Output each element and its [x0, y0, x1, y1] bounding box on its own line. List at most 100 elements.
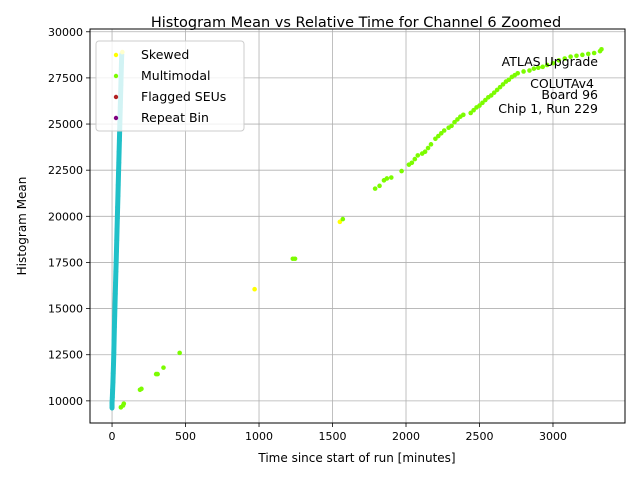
point-multimodal — [468, 110, 473, 116]
point-multimodal — [441, 128, 447, 133]
point-multimodal — [544, 62, 550, 68]
dense-run-point — [116, 171, 121, 177]
point-multimodal — [409, 160, 415, 166]
dense-run-point — [114, 237, 120, 243]
point-multimodal — [562, 56, 568, 61]
dense-run-point — [111, 324, 117, 330]
x-tick-label: 2000 — [392, 430, 420, 443]
scatter-points — [118, 46, 604, 410]
dense-run-point — [112, 291, 118, 297]
point-multimodal — [497, 84, 503, 90]
annotation-line-3: Board 96 — [541, 87, 598, 102]
point-multimodal — [412, 156, 418, 162]
chart-title: Histogram Mean vs Relative Time for Chan… — [151, 15, 561, 31]
dense-run-point — [115, 204, 121, 210]
dense-run-point — [111, 350, 117, 356]
y-axis-label: Histogram Mean — [15, 177, 29, 276]
y-tick-label: 30000 — [48, 26, 83, 39]
dense-run-point — [109, 400, 115, 406]
dense-run-point — [111, 361, 116, 367]
annotation-block: ATLAS Upgrade COLUTAv4 Board 96 Chip 1, … — [498, 54, 598, 116]
dense-run-point — [109, 405, 115, 411]
legend-marker-repeat-bin — [113, 115, 119, 121]
point-multimodal — [488, 93, 494, 98]
point-multimodal — [483, 97, 488, 103]
point-multimodal — [121, 401, 127, 406]
y-tick-label: 25000 — [48, 118, 83, 131]
x-tick-label: 500 — [175, 430, 196, 443]
y-tick-label: 15000 — [48, 303, 83, 316]
point-multimodal — [491, 90, 497, 95]
point-multimodal — [372, 186, 378, 191]
point-multimodal — [591, 50, 597, 56]
y-tick-label: 27500 — [48, 72, 83, 85]
dense-run-point — [112, 313, 118, 319]
dense-run-point — [112, 302, 118, 308]
legend-marker-skewed — [113, 52, 119, 58]
point-multimodal — [433, 136, 438, 142]
point-multimodal — [292, 256, 298, 262]
dense-run-point — [110, 387, 116, 393]
annotation-line-1: ATLAS Upgrade — [502, 54, 599, 69]
y-tick-label: 17500 — [48, 256, 83, 269]
point-multimodal — [477, 103, 482, 108]
dense-run-point — [114, 226, 120, 232]
dense-run-point — [113, 269, 119, 275]
point-multimodal — [540, 64, 545, 70]
dense-run-point — [113, 280, 118, 286]
dense-run-point — [114, 248, 119, 254]
point-multimodal — [480, 100, 485, 106]
point-multimodal — [449, 123, 454, 129]
point-multimodal — [494, 87, 500, 93]
point-skewed — [337, 219, 343, 225]
point-multimodal — [471, 107, 476, 113]
y-tick-label: 12500 — [48, 349, 83, 362]
plot-area-frame — [89, 28, 626, 424]
point-multimodal — [556, 58, 562, 63]
legend-marker-multimodal — [113, 73, 119, 79]
point-multimodal — [515, 70, 521, 76]
point-multimodal — [340, 216, 346, 222]
point-multimodal — [452, 119, 457, 125]
point-multimodal — [506, 77, 512, 83]
legend-label-repeat-bin: Repeat Bin — [141, 110, 209, 125]
grid-lines — [90, 29, 625, 423]
dense-run-point — [115, 182, 121, 188]
point-multimodal — [415, 153, 421, 158]
dense-run-point — [114, 215, 120, 221]
y-axis-ticks: 10000 12500 15000 17500 20000 22500 25000 27500… — [48, 26, 90, 408]
point-multimodal — [384, 176, 390, 181]
point-multimodal — [177, 350, 182, 356]
point-multimodal — [422, 149, 428, 155]
point-multimodal — [535, 65, 541, 71]
point-multimodal — [377, 183, 382, 189]
legend: Skewed Multimodal Flagged SEUs Repeat Bi… — [95, 40, 245, 132]
dense-run-point — [111, 337, 117, 343]
point-multimodal — [428, 142, 434, 147]
point-multimodal — [521, 69, 526, 74]
point-multimodal — [550, 60, 556, 66]
legend-box — [95, 40, 245, 132]
point-multimodal — [531, 66, 537, 71]
annotation-line-2: COLUTAv4 — [530, 76, 594, 91]
point-multimodal — [568, 54, 573, 59]
x-tick-label: 0 — [109, 430, 116, 443]
point-multimodal — [389, 175, 394, 180]
x-tick-label: 3000 — [539, 430, 567, 443]
legend-label-flagged-seus: Flagged SEUs — [141, 89, 226, 104]
point-multimodal — [500, 82, 506, 87]
point-multimodal — [438, 130, 444, 136]
point-skewed — [252, 286, 257, 292]
y-tick-label: 20000 — [48, 210, 83, 223]
point-multimodal — [461, 112, 466, 118]
x-tick-label: 1000 — [245, 430, 273, 443]
point-multimodal — [599, 46, 604, 52]
point-multimodal — [399, 168, 404, 174]
dense-run-point — [110, 370, 116, 376]
y-tick-label: 10000 — [48, 395, 83, 408]
dense-run-point — [115, 193, 121, 199]
point-multimodal — [585, 51, 591, 57]
dense-run-point — [109, 394, 115, 400]
point-multimodal — [155, 371, 160, 377]
